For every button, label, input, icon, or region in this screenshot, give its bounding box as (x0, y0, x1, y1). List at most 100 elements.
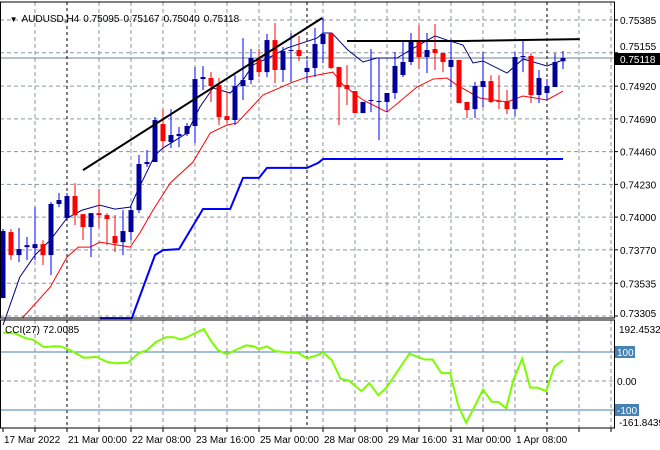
bull-candle (24, 245, 30, 248)
bull-candle (376, 100, 382, 102)
triangle-down-icon[interactable]: ▼ (9, 15, 18, 24)
bear-candle (80, 214, 86, 228)
time-tick-label: 31 Mar 00:00 (452, 435, 511, 446)
bull-candle (368, 99, 374, 101)
bear-candle (208, 78, 214, 87)
bull-candle (392, 65, 398, 94)
cci-name: CCI(27) (5, 325, 41, 336)
bull-candle (232, 86, 238, 121)
ma-fast-line (2, 32, 564, 326)
cci-min-label: -161.8439 (619, 418, 660, 429)
bear-candle (216, 85, 222, 118)
bull-candle (248, 57, 254, 81)
bull-candle (536, 78, 542, 95)
bull-candle (64, 196, 70, 219)
bear-candle (488, 81, 494, 102)
ma-slow-line (21, 71, 564, 319)
bear-candle (296, 50, 302, 57)
bear-candle (496, 100, 502, 102)
bear-candle (40, 244, 46, 256)
bear-candle (96, 213, 102, 216)
bear-candle (328, 32, 334, 68)
current-price-label: 0.75118 (620, 55, 656, 66)
bull-candle (312, 44, 318, 68)
bear-candle (504, 100, 510, 110)
bull-candle (0, 231, 6, 299)
bear-candle (344, 85, 350, 90)
bull-candle (16, 249, 22, 256)
time-tick-label: 1 Apr 08:00 (516, 435, 568, 446)
bull-candle (128, 210, 134, 233)
cci-level-box (615, 346, 635, 358)
bull-candle (384, 93, 390, 102)
time-tick-label: 28 Mar 08:00 (324, 435, 383, 446)
cci-panel-frame (0, 319, 615, 429)
bear-candle (224, 116, 230, 121)
price-tick-label: 0.74920 (620, 82, 657, 93)
price-tick-label: 0.74690 (620, 115, 657, 126)
bear-candle (160, 124, 166, 142)
candles (0, 18, 566, 299)
bull-candle (264, 40, 270, 73)
cci-line (2, 327, 564, 426)
bull-candle (120, 231, 126, 243)
bear-candle (336, 66, 342, 88)
trendlines[interactable] (82, 17, 580, 171)
panel-frames (0, 1, 615, 429)
cci-level-label: 0.00 (617, 377, 637, 388)
cci-level-label: -100 (617, 406, 637, 417)
bear-candle (272, 40, 278, 70)
bull-candle (32, 244, 38, 249)
trendline (347, 38, 580, 43)
close-value: 0.75118 (203, 14, 240, 25)
high-value: 0.75167 (123, 14, 160, 25)
bear-candle (112, 236, 118, 244)
price-tick-label: 0.73770 (620, 246, 657, 257)
symbol-label: AUDUSD,H4 (21, 14, 80, 25)
bull-candle (184, 126, 190, 134)
bull-candle (448, 59, 454, 67)
bull-candle (400, 61, 406, 76)
bear-candle (8, 232, 14, 256)
price-tick-label: 0.75155 (620, 42, 657, 53)
bull-candle (320, 33, 326, 45)
bear-candle (440, 53, 446, 62)
bear-candle (104, 215, 110, 220)
trendline (82, 17, 323, 171)
bull-candle (192, 79, 198, 127)
current-price-box (615, 52, 660, 65)
axes: 0.75385 0.75155 0.74920 0.74690 0.74460 0.742… (2, 16, 660, 446)
bear-candle (464, 101, 470, 111)
bull-candle (176, 133, 182, 136)
price-tick-label: 0.74460 (620, 148, 657, 159)
cci-panel (0, 327, 614, 426)
bull-candle (304, 67, 310, 73)
bull-candle (360, 101, 366, 114)
bull-candle (240, 80, 246, 87)
bull-candle (168, 134, 174, 143)
bull-candle (288, 50, 294, 52)
time-tick-label: 17 Mar 2022 (4, 435, 61, 446)
time-tick-label: 29 Mar 16:00 (388, 435, 447, 446)
price-tick-label: 0.74230 (620, 180, 657, 191)
bear-candle (72, 196, 78, 216)
bear-candle (528, 56, 534, 95)
bull-candle (424, 50, 430, 57)
bull-candle (560, 57, 566, 62)
bull-candle (56, 200, 62, 205)
step-line (99, 158, 563, 320)
price-tick-label: 0.73535 (620, 279, 657, 290)
time-tick-label: 21 Mar 00:00 (68, 435, 127, 446)
cci-level-box (615, 404, 639, 416)
price-tick-label: 0.73305 (620, 309, 657, 320)
time-tick-label: 22 Mar 08:00 (132, 435, 191, 446)
cci-title: CCI(27) 72.0085 (5, 325, 82, 336)
bull-candle (200, 77, 206, 80)
cci-level-label: 100 (617, 348, 634, 359)
bull-candle (480, 81, 486, 88)
bull-candle (544, 86, 550, 94)
time-tick-label: 25 Mar 00:00 (260, 435, 319, 446)
bear-candle (456, 59, 462, 103)
bull-candle (88, 213, 94, 228)
